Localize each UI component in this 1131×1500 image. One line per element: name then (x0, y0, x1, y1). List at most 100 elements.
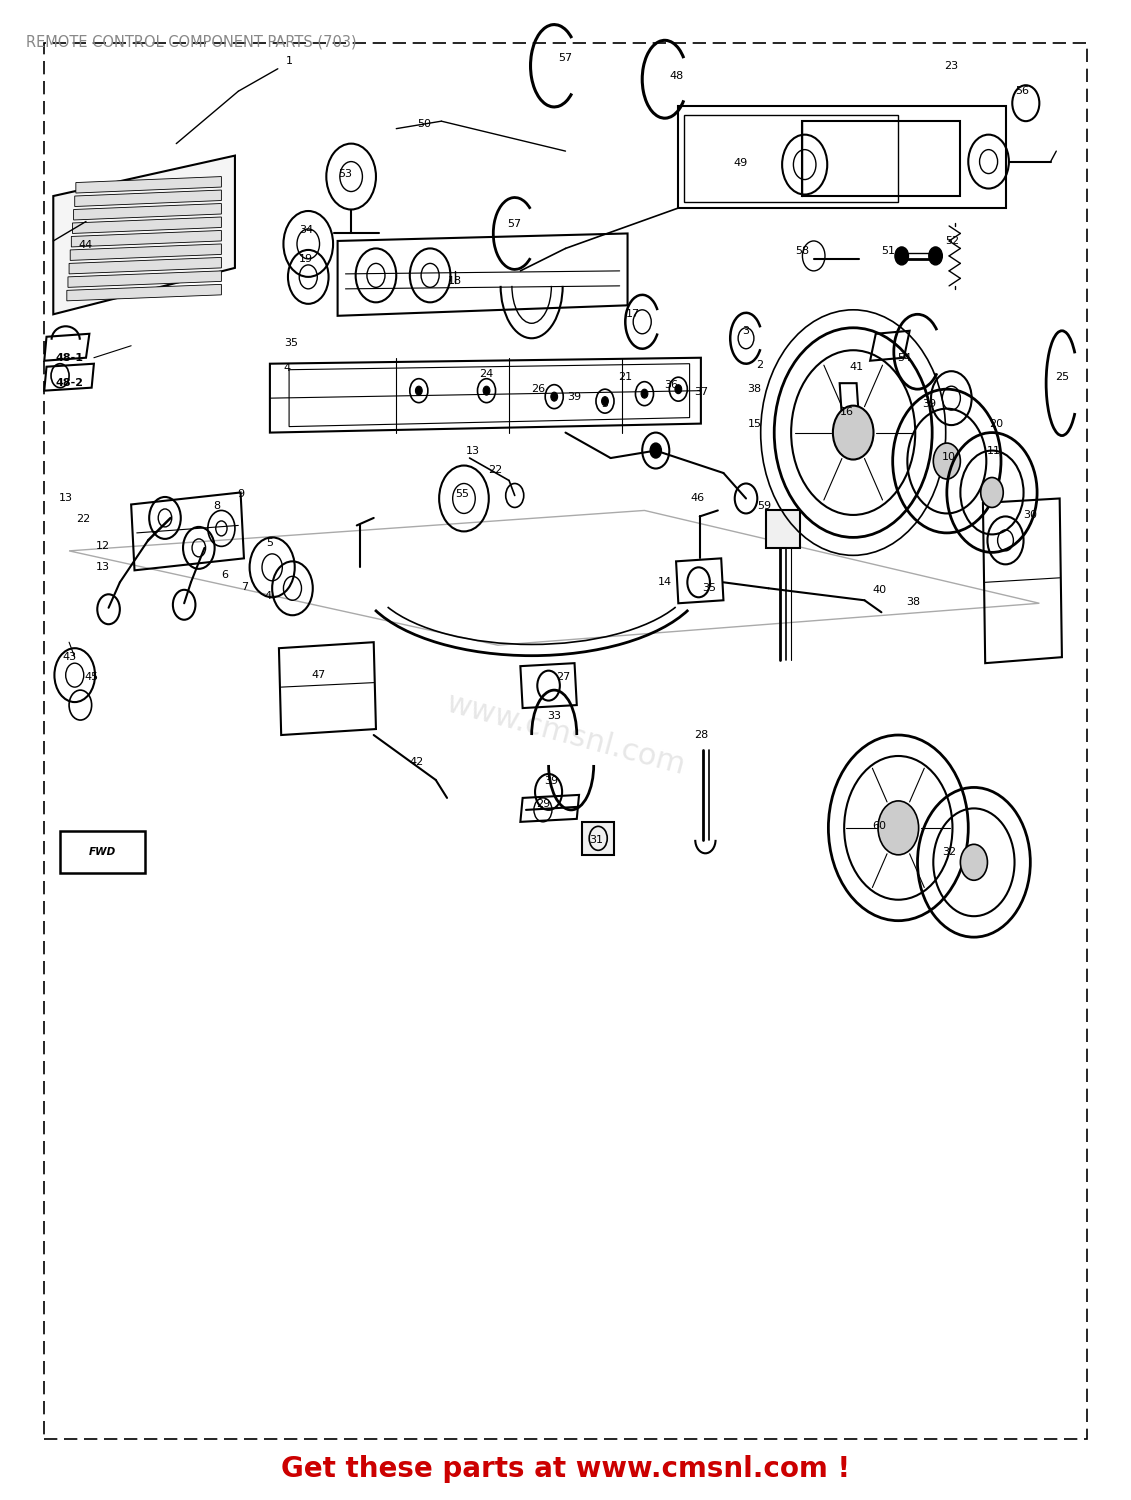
Polygon shape (68, 272, 222, 288)
Text: 28: 28 (693, 730, 708, 740)
Text: 5: 5 (267, 538, 274, 549)
Bar (802, 122, 960, 196)
Circle shape (415, 386, 422, 394)
Text: 4: 4 (283, 363, 291, 374)
Text: 26: 26 (532, 384, 545, 394)
Bar (60, 831, 145, 873)
Circle shape (878, 801, 918, 855)
Text: 57: 57 (508, 219, 521, 230)
Text: 40: 40 (872, 585, 887, 596)
Text: 33: 33 (547, 711, 561, 720)
Circle shape (641, 388, 648, 398)
Text: 46: 46 (690, 494, 705, 504)
Text: 48: 48 (668, 70, 683, 81)
Text: 39: 39 (568, 392, 581, 402)
Text: FWD: FWD (88, 847, 116, 856)
Text: 50: 50 (417, 118, 431, 129)
Text: 13: 13 (59, 494, 72, 504)
Text: 38: 38 (746, 384, 761, 394)
Text: 16: 16 (839, 406, 854, 417)
Text: 5: 5 (602, 399, 608, 410)
Text: 15: 15 (748, 419, 762, 429)
Circle shape (633, 310, 651, 334)
Text: 55: 55 (455, 489, 468, 500)
Text: 29: 29 (536, 800, 550, 808)
Circle shape (551, 392, 558, 400)
Text: 13: 13 (96, 562, 110, 573)
Text: 17: 17 (627, 309, 640, 320)
Text: 35: 35 (701, 584, 716, 594)
Text: 39: 39 (544, 777, 558, 786)
Text: 35: 35 (284, 338, 299, 348)
Text: 9: 9 (238, 489, 244, 500)
Circle shape (650, 442, 662, 458)
Text: 48-1: 48-1 (55, 352, 83, 363)
Text: www.cmsnl.com: www.cmsnl.com (442, 688, 689, 782)
Text: 11: 11 (987, 446, 1001, 456)
Text: 18: 18 (448, 276, 461, 286)
Circle shape (981, 477, 1003, 507)
Circle shape (933, 442, 960, 478)
Text: 42: 42 (409, 758, 424, 766)
Text: 36: 36 (665, 380, 679, 390)
Text: 58: 58 (795, 246, 810, 256)
Bar (679, 106, 1005, 208)
Text: 20: 20 (990, 419, 1003, 429)
Text: 52: 52 (946, 236, 959, 246)
Text: 53: 53 (338, 168, 353, 178)
Bar (684, 116, 898, 202)
Text: 23: 23 (944, 62, 958, 70)
Text: 13: 13 (466, 446, 480, 456)
Text: 27: 27 (556, 672, 570, 681)
Circle shape (832, 405, 873, 459)
Text: 14: 14 (658, 578, 672, 588)
Text: 47: 47 (311, 670, 326, 680)
Circle shape (675, 384, 682, 393)
Text: 34: 34 (299, 225, 313, 236)
Text: 38: 38 (906, 597, 920, 608)
Text: 49: 49 (733, 158, 748, 168)
Polygon shape (72, 217, 222, 234)
Text: 32: 32 (942, 847, 956, 856)
Text: 2: 2 (756, 360, 763, 370)
Text: 12: 12 (96, 542, 110, 552)
Polygon shape (76, 177, 222, 194)
Circle shape (895, 248, 908, 266)
Text: 1: 1 (286, 57, 293, 66)
Text: Get these parts at www.cmsnl.com !: Get these parts at www.cmsnl.com ! (280, 1455, 851, 1482)
Text: 45: 45 (85, 672, 98, 681)
Text: 37: 37 (693, 387, 708, 398)
Text: 51: 51 (881, 246, 895, 256)
Text: 22: 22 (489, 465, 502, 476)
Circle shape (483, 386, 490, 394)
Circle shape (929, 248, 942, 266)
Polygon shape (53, 156, 235, 315)
Text: 31: 31 (589, 836, 603, 844)
Polygon shape (71, 231, 222, 248)
Bar (582, 822, 614, 855)
Text: 21: 21 (619, 372, 632, 382)
Text: 60: 60 (872, 822, 887, 831)
Text: 30: 30 (1024, 510, 1037, 520)
Polygon shape (75, 190, 222, 207)
Text: 41: 41 (849, 362, 864, 372)
Text: 4: 4 (264, 591, 271, 602)
Text: 54: 54 (897, 352, 912, 363)
Text: 3: 3 (743, 326, 750, 336)
Polygon shape (67, 285, 222, 302)
Polygon shape (69, 258, 222, 274)
Text: 57: 57 (559, 54, 572, 63)
Text: 6: 6 (222, 570, 228, 580)
Text: 10: 10 (942, 452, 956, 462)
Polygon shape (70, 244, 222, 261)
Bar (767, 510, 800, 548)
Circle shape (960, 844, 987, 880)
Text: 59: 59 (757, 501, 771, 512)
Text: REMOTE CONTROL COMPONENT PARTS (703): REMOTE CONTROL COMPONENT PARTS (703) (26, 34, 357, 50)
Text: 22: 22 (77, 514, 90, 525)
Text: 43: 43 (62, 652, 76, 662)
Text: 44: 44 (79, 240, 93, 250)
Text: 8: 8 (214, 501, 221, 512)
Text: 19: 19 (299, 254, 313, 264)
Circle shape (602, 396, 608, 405)
